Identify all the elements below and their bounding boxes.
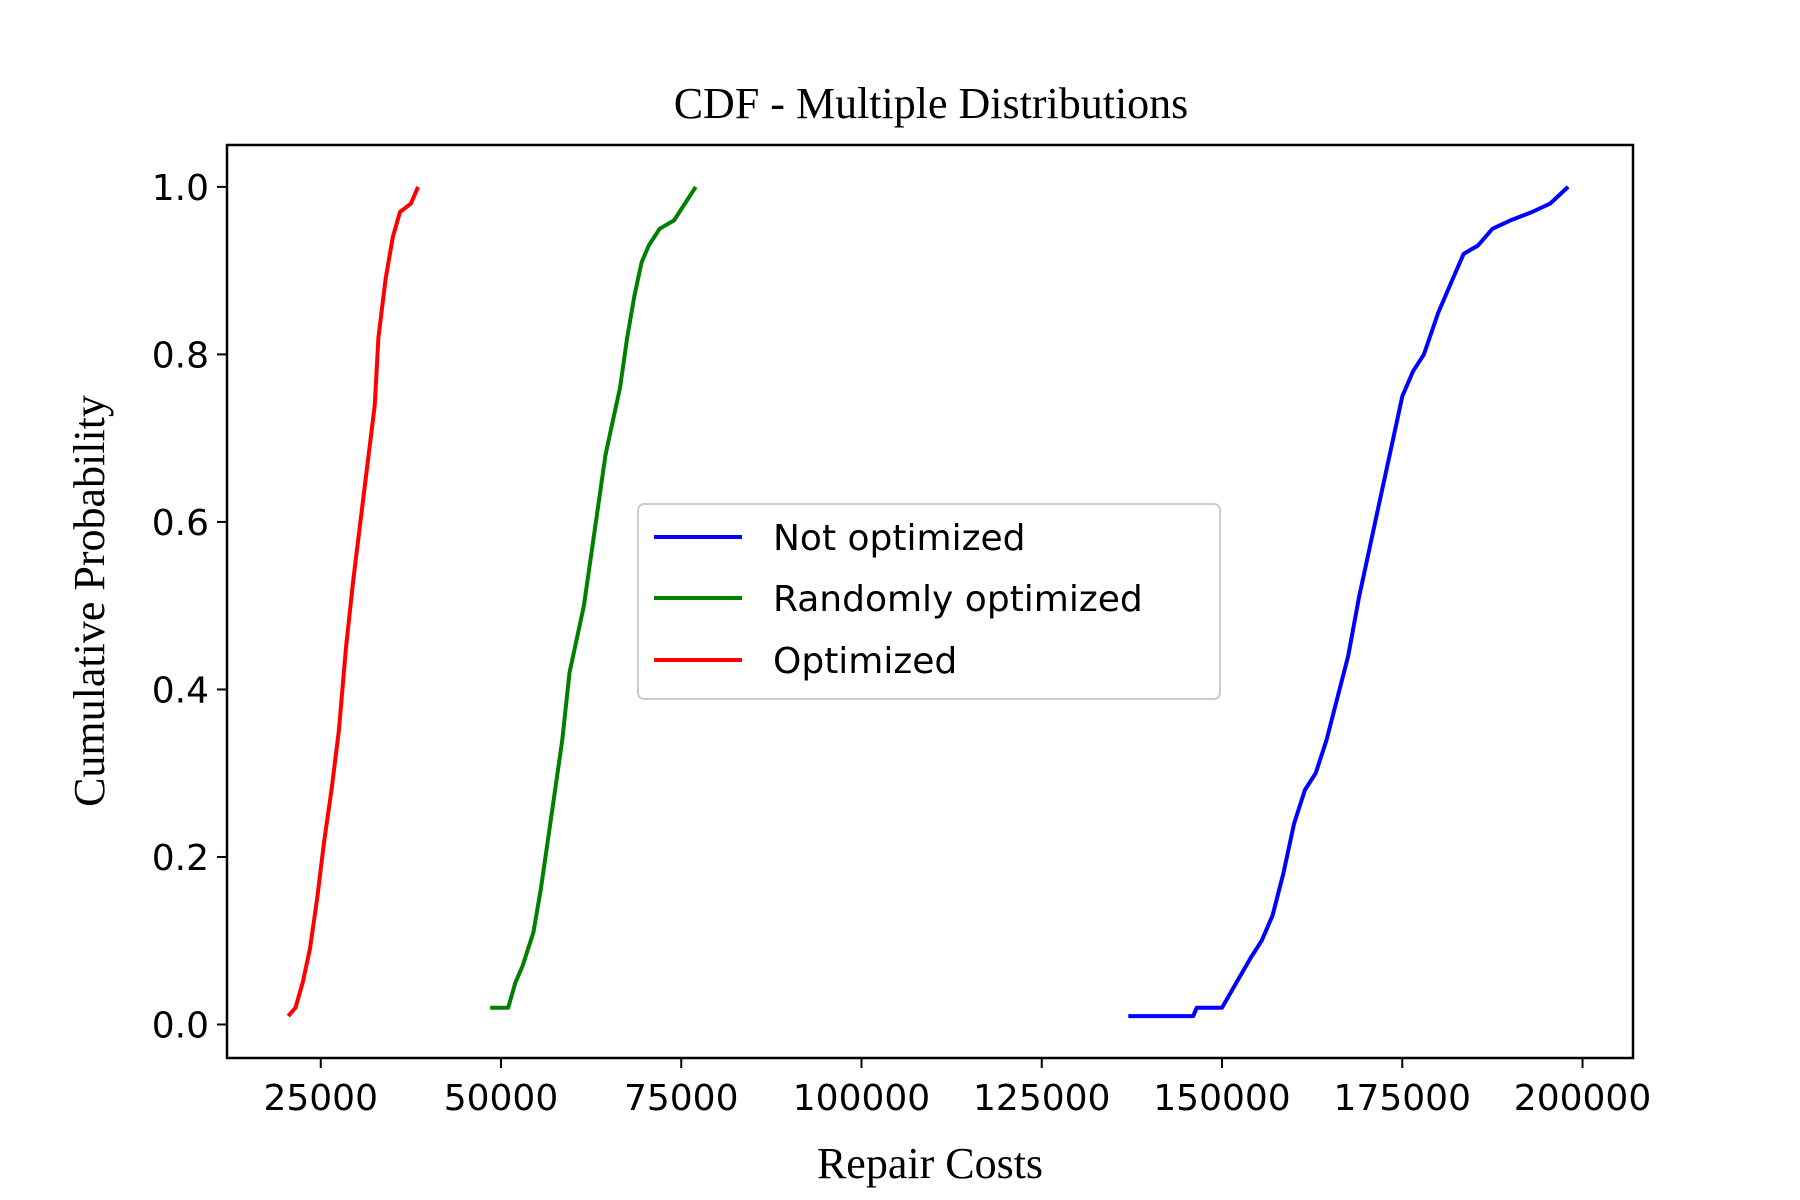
x-tick-label: 50000 xyxy=(444,1078,559,1119)
series-line-randomly-optimized xyxy=(490,185,698,1010)
y-axis-label: Cumulative Probability xyxy=(65,395,114,807)
x-tick-label: 125000 xyxy=(973,1078,1110,1119)
y-tick-label: 0.4 xyxy=(152,670,209,711)
chart-title: CDF - Multiple Distributions xyxy=(674,79,1189,128)
x-tick-label: 75000 xyxy=(624,1078,739,1119)
y-tick-label: 1.0 xyxy=(152,168,209,209)
plot-area: 25000 50000 75000 100000 125000 150000 175000 2… xyxy=(152,143,1651,1119)
x-tick-label: 100000 xyxy=(793,1078,930,1119)
y-axis-ticks: 0.0 0.2 0.4 0.6 0.8 1.0 xyxy=(152,168,227,1046)
y-tick-label: 0.2 xyxy=(152,838,209,879)
x-tick-label: 25000 xyxy=(263,1078,378,1119)
x-tick-label: 150000 xyxy=(1153,1078,1290,1119)
y-tick-label: 0.0 xyxy=(152,1005,209,1046)
legend-box xyxy=(637,503,1221,700)
legend-label-not-optimized: Not optimized xyxy=(773,518,1025,559)
legend-label-optimized: Optimized xyxy=(773,641,957,682)
series-group xyxy=(286,185,1570,1019)
x-axis-ticks: 25000 50000 75000 100000 125000 150000 175000 2… xyxy=(263,1058,1651,1119)
x-axis-label: Repair Costs xyxy=(817,1139,1043,1188)
y-tick-label: 0.8 xyxy=(152,335,209,376)
legend-label-randomly-optimized: Randomly optimized xyxy=(773,579,1143,620)
series-line-optimized xyxy=(286,186,420,1018)
x-tick-label: 200000 xyxy=(1514,1078,1651,1119)
series-line-not-optimized xyxy=(1128,185,1570,1019)
y-tick-label: 0.6 xyxy=(152,503,209,544)
plot-frame xyxy=(225,143,1635,1060)
x-tick-label: 175000 xyxy=(1334,1078,1471,1119)
legend: Not optimized Randomly optimized Optimiz… xyxy=(637,503,1221,700)
